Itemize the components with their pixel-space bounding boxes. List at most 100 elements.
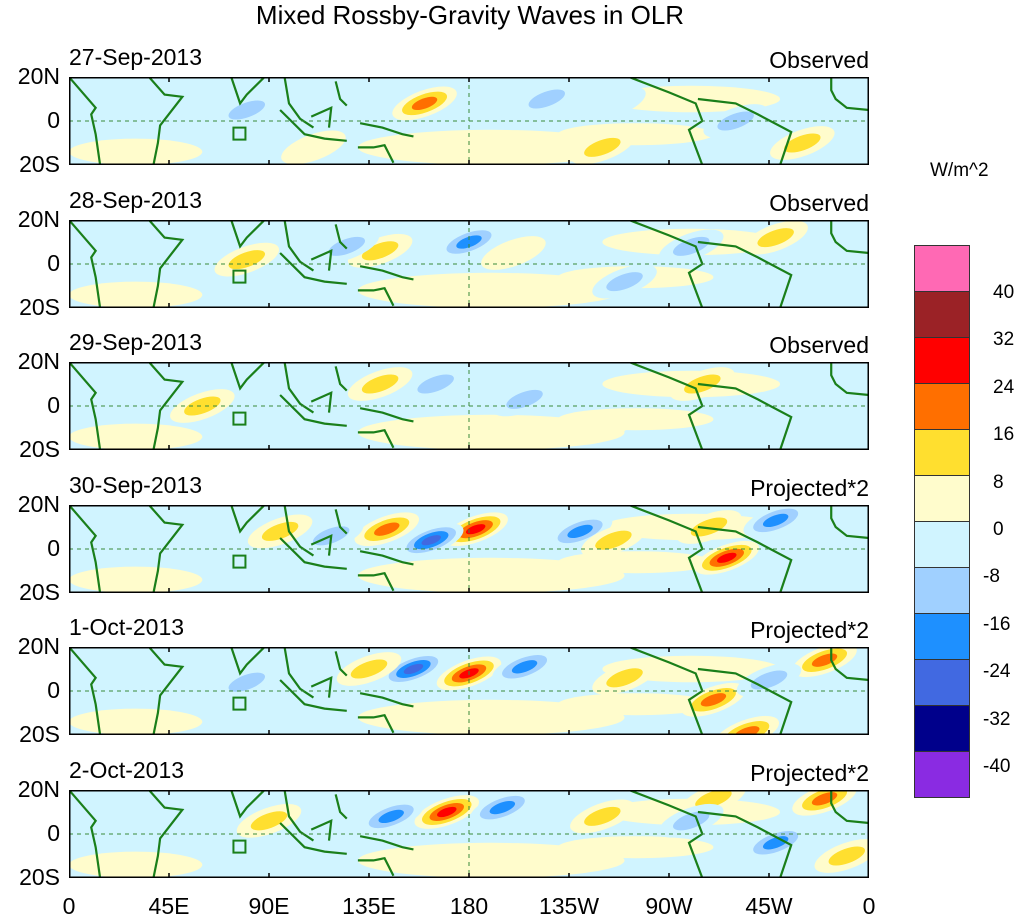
y-tick-label: 0 [47,250,60,276]
anomaly-blob [481,236,546,270]
panel-map [69,77,869,165]
coastline [310,391,333,413]
colorbar-level-label: 8 [993,471,1004,493]
weak-positive-region [557,836,714,859]
colorbar-level-label: 32 [993,329,1015,351]
y-tick-label: 20S [19,721,60,747]
coastline [279,679,347,712]
colorbar-swatch [914,337,970,384]
coastline [148,790,185,878]
anomaly-blob [381,652,446,686]
x-tick-label: 90E [248,893,290,919]
panel-frame [69,505,869,593]
panel-kind: Projected*2 [750,760,869,786]
colorbar-swatch [914,659,970,706]
anomaly-blob [436,225,502,259]
coastline [279,109,347,142]
coastline [334,794,348,820]
panel-map [69,220,869,308]
weak-positive-region [69,851,203,878]
coastline [830,77,869,112]
colorbar-level-label: 0 [993,519,1004,540]
coastline [230,790,266,819]
y-tick-label: 20S [19,864,60,890]
coastline [830,790,869,825]
colorbar-level-label: 24 [993,376,1015,398]
coastline [359,407,414,423]
anomaly-blob [592,660,657,695]
coastline [283,220,315,272]
coastline [279,822,347,855]
anomaly-blob [681,682,746,717]
y-tick-label: 20N [17,348,60,374]
anomaly-blob [403,367,468,401]
anomaly-blob [747,389,813,423]
panel-kind: Observed [769,332,869,358]
coastline [148,647,185,735]
panel-map [69,647,869,735]
anomaly-blob [470,790,535,825]
coastline [830,220,869,255]
coastline [628,362,704,450]
coastline [148,505,185,593]
weak-positive-region [357,842,625,878]
anomaly-blob [770,126,835,160]
coastline [697,525,793,593]
anomaly-blob [492,382,557,417]
panel-date: 30-Sep-2013 [69,472,202,498]
coastline [310,249,333,271]
anomaly-blob [414,795,480,829]
colorbar-level-label: -8 [983,566,1000,588]
coastline [69,790,102,878]
coastline [628,647,704,735]
panel-date: 29-Sep-2013 [69,329,202,355]
coastline [310,676,333,698]
coastline [359,265,414,281]
coastline [230,362,266,391]
panel-frame [69,220,869,308]
coastline [628,77,704,165]
coastline [283,647,315,699]
coastline [279,252,347,285]
panel-frame [69,362,869,450]
panel-frame [69,77,869,165]
anomaly-blob [743,505,808,538]
coastline [628,505,704,593]
coastline [148,220,185,308]
colorbar-swatch [914,245,970,292]
weak-positive-region [69,138,203,165]
panel-date: 1-Oct-2013 [69,614,185,640]
anomaly-blob [714,715,780,735]
coastline [69,220,102,308]
colorbar-level-label: -16 [983,613,1011,635]
y-tick-label: 20N [17,206,60,232]
x-tick-label: 0 [862,893,876,919]
y-tick-label: 20N [17,491,60,517]
coastline [697,240,793,308]
anomaly-blob [336,652,402,686]
panel-date: 28-Sep-2013 [69,187,202,213]
panel-kind: Observed [769,47,869,73]
y-tick-label: 20S [19,436,60,462]
coastline [830,647,869,682]
colorbar-units: W/m^2 [930,160,989,181]
colorbar-swatch [914,521,970,568]
panel-map [69,790,869,878]
coastline [148,77,185,165]
weak-positive-region [69,281,203,308]
coastline [628,790,704,878]
y-tick-label: 0 [47,107,60,133]
coastline [148,362,185,450]
coastline [334,651,348,677]
coastline [69,505,102,593]
panel-kind: Projected*2 [750,475,869,501]
colorbar-level-label: -24 [983,661,1011,683]
anomaly-blob [170,389,235,423]
coastline [359,692,414,708]
coastline [230,77,266,106]
weak-positive-region [357,272,625,308]
weak-positive-region [69,566,203,593]
colorbar-level-label: 40 [993,282,1015,303]
coastline [357,143,395,164]
coastline [310,534,333,556]
